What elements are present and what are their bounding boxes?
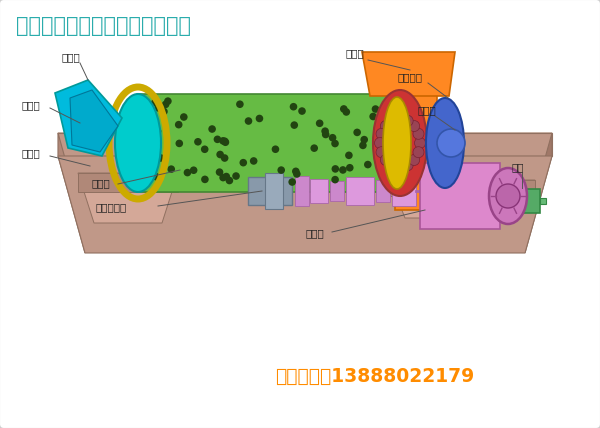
Bar [420, 163, 500, 229]
Text: 气罐: 气罐 [512, 162, 524, 172]
Circle shape [160, 108, 168, 115]
Circle shape [157, 154, 164, 162]
Circle shape [413, 128, 424, 140]
Circle shape [376, 128, 387, 140]
Text: 筒体部: 筒体部 [92, 178, 111, 188]
Bar [265, 173, 283, 209]
Text: 给料器: 给料器 [62, 52, 81, 62]
Polygon shape [390, 180, 535, 218]
Circle shape [162, 101, 169, 108]
Polygon shape [55, 80, 122, 156]
Circle shape [345, 152, 353, 159]
Circle shape [359, 142, 367, 149]
Text: 进料部: 进料部 [22, 100, 41, 110]
Text: 轴承座: 轴承座 [22, 148, 41, 158]
Polygon shape [58, 133, 552, 230]
Circle shape [154, 104, 162, 112]
Circle shape [409, 121, 419, 131]
Circle shape [298, 107, 306, 115]
Circle shape [221, 154, 229, 162]
Text: 炉轮罩: 炉轮罩 [345, 48, 364, 58]
Circle shape [217, 151, 224, 158]
Circle shape [310, 144, 318, 152]
Circle shape [219, 137, 227, 145]
Circle shape [339, 166, 347, 174]
Circle shape [256, 115, 263, 122]
Circle shape [395, 113, 406, 125]
Circle shape [236, 101, 244, 108]
Text: 技术总监：13888022179: 技术总监：13888022179 [275, 366, 474, 386]
Circle shape [322, 131, 329, 138]
Text: 慢速传动部: 慢速传动部 [95, 202, 126, 212]
Circle shape [380, 155, 391, 166]
Bar [138, 94, 400, 192]
Circle shape [151, 99, 159, 107]
Ellipse shape [373, 90, 427, 196]
Circle shape [290, 121, 298, 129]
Circle shape [370, 113, 377, 120]
Polygon shape [58, 156, 552, 253]
Ellipse shape [383, 97, 411, 189]
Circle shape [292, 167, 299, 175]
Bar [502, 189, 540, 213]
Bar [395, 76, 437, 210]
Circle shape [340, 105, 347, 113]
Circle shape [272, 146, 279, 153]
Circle shape [402, 115, 413, 126]
Circle shape [395, 161, 406, 172]
Circle shape [277, 166, 285, 174]
Circle shape [175, 121, 182, 128]
Bar [392, 176, 416, 206]
Circle shape [184, 169, 191, 176]
Circle shape [201, 175, 209, 183]
Bar [310, 179, 328, 203]
Circle shape [379, 116, 386, 123]
Text: 昆明滇重矿机球磨机结构示意图: 昆明滇重矿机球磨机结构示意图 [16, 16, 191, 36]
Circle shape [232, 172, 240, 180]
Circle shape [148, 138, 155, 146]
Circle shape [245, 117, 252, 125]
Circle shape [374, 137, 386, 149]
Circle shape [437, 129, 465, 157]
Circle shape [361, 136, 368, 143]
Circle shape [415, 137, 425, 149]
Polygon shape [362, 52, 455, 96]
Circle shape [371, 105, 379, 113]
Circle shape [353, 128, 361, 136]
Circle shape [220, 174, 227, 181]
Circle shape [293, 170, 301, 178]
Polygon shape [58, 133, 552, 156]
Circle shape [226, 177, 233, 184]
Polygon shape [70, 90, 118, 152]
Polygon shape [390, 180, 535, 196]
Circle shape [289, 178, 296, 186]
Circle shape [201, 146, 209, 153]
Circle shape [148, 112, 155, 120]
Circle shape [331, 176, 339, 184]
Polygon shape [58, 133, 85, 253]
Circle shape [221, 137, 229, 145]
Circle shape [332, 165, 339, 173]
Circle shape [343, 108, 350, 116]
Ellipse shape [426, 98, 464, 188]
Bar [376, 180, 390, 202]
Text: 传动部: 传动部 [305, 228, 324, 238]
Circle shape [208, 125, 216, 133]
Circle shape [413, 147, 424, 158]
Bar [330, 181, 344, 201]
Circle shape [364, 161, 371, 168]
Circle shape [322, 128, 329, 135]
Circle shape [329, 134, 337, 142]
Circle shape [376, 147, 387, 158]
Circle shape [221, 139, 229, 146]
Circle shape [152, 173, 160, 181]
Circle shape [190, 166, 197, 174]
Circle shape [167, 165, 175, 173]
Circle shape [387, 115, 398, 126]
Bar [295, 176, 309, 206]
Circle shape [496, 184, 520, 208]
Polygon shape [78, 173, 178, 223]
Circle shape [346, 164, 353, 172]
Circle shape [402, 160, 413, 171]
